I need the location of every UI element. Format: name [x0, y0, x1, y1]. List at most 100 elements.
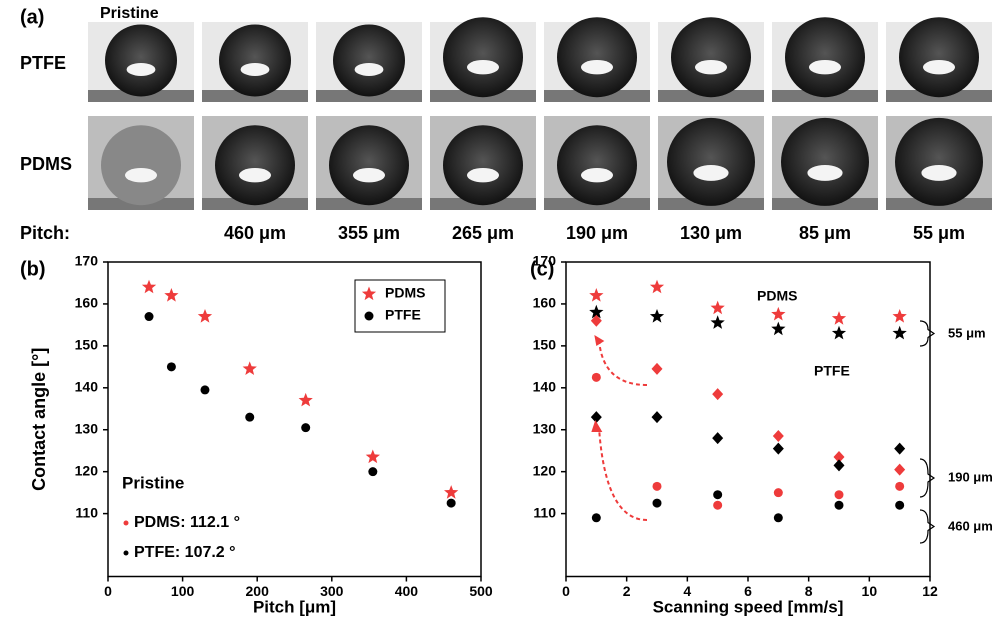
dashed-arrow [598, 431, 648, 521]
bracket [919, 320, 936, 347]
droplet-highlight [353, 168, 385, 183]
x-tick-label: 12 [922, 583, 938, 599]
star-marker [649, 279, 665, 294]
y-tick-label: 170 [75, 253, 99, 269]
y-tick-label: 150 [75, 337, 99, 353]
diamond-marker [590, 314, 602, 327]
droplet-highlight [807, 165, 843, 181]
droplet [671, 17, 751, 98]
droplet [443, 125, 523, 206]
droplet [101, 125, 181, 206]
droplet-highlight [921, 165, 957, 181]
dashed-arrow [598, 342, 648, 386]
diamond-marker [833, 450, 845, 463]
pitch-value: 190 μm [566, 223, 628, 243]
y-tick-label: 140 [75, 379, 99, 395]
droplet-highlight [581, 168, 613, 183]
x-tick-label: 500 [469, 583, 493, 599]
y-tick-label: 130 [75, 420, 99, 436]
circle-marker [368, 467, 378, 477]
x-tick-label: 4 [683, 583, 691, 599]
star-marker [649, 309, 665, 323]
star-marker [444, 485, 459, 499]
circle-marker [834, 490, 844, 500]
droplet [895, 117, 983, 206]
circle-marker [713, 490, 723, 500]
pitch-value: 85 μm [799, 223, 851, 243]
circle-marker [144, 312, 154, 322]
droplet [667, 117, 755, 206]
plot-frame [565, 261, 931, 578]
star-marker [242, 361, 257, 375]
bracket [919, 509, 936, 544]
circle-marker [301, 423, 311, 433]
x-tick-label: 0 [562, 583, 570, 599]
y-tick-label: 130 [533, 420, 557, 436]
y-tick-label: 170 [533, 253, 557, 269]
annotation: 460 μm [948, 518, 993, 533]
circle-marker [834, 500, 844, 510]
star-marker [197, 309, 213, 323]
legend-label: PDMS [385, 285, 425, 301]
annotation: PDMS [757, 288, 797, 304]
droplet [785, 17, 865, 98]
x-axis-label: Scanning speed [mm/s] [653, 597, 844, 616]
arrow-head [591, 420, 603, 432]
droplet-highlight [467, 168, 499, 183]
circle-marker [591, 372, 601, 382]
annotation: 190 μm [948, 469, 993, 484]
y-tick-label: 110 [75, 504, 98, 520]
diamond-marker [833, 459, 845, 472]
circle-marker [895, 481, 905, 491]
diamond-marker [894, 463, 906, 476]
droplet-highlight [125, 168, 157, 183]
circle-marker [364, 311, 374, 321]
diamond-marker [772, 442, 784, 455]
droplet [557, 125, 637, 206]
circle-marker [652, 498, 662, 508]
x-tick-label: 200 [246, 583, 270, 599]
droplet-highlight [240, 63, 270, 76]
star-marker [892, 309, 907, 323]
pitch-value: 460 μm [224, 223, 286, 243]
star-marker [164, 288, 179, 302]
droplet [781, 117, 869, 206]
star-marker [361, 286, 377, 301]
pitch-value: 130 μm [680, 223, 742, 243]
plot-frame [107, 261, 482, 578]
x-tick-label: 10 [862, 583, 878, 599]
diamond-marker [651, 362, 663, 375]
circle-marker [166, 362, 176, 372]
pitch-value: 355 μm [338, 223, 400, 243]
diamond-marker [590, 411, 602, 424]
droplet [443, 17, 523, 98]
star-marker [892, 325, 907, 340]
panel-label: (c) [530, 258, 554, 280]
pitch-label: Pitch: [20, 223, 70, 243]
star-marker [365, 449, 380, 464]
diamond-marker [712, 432, 724, 445]
star-marker [141, 279, 157, 294]
x-tick-label: 6 [744, 583, 752, 599]
y-tick-label: 160 [533, 295, 557, 311]
droplet-highlight [581, 59, 613, 75]
panel-label: (a) [20, 6, 44, 28]
bullet [123, 550, 129, 556]
droplet-highlight [695, 59, 727, 75]
star-marker [771, 321, 786, 336]
droplet-highlight [693, 165, 729, 181]
circle-marker [245, 412, 255, 422]
diamond-marker [772, 430, 784, 443]
circle-marker [200, 385, 210, 395]
x-tick-label: 2 [623, 583, 631, 599]
bullet [123, 520, 129, 526]
droplet [219, 24, 291, 97]
pitch-value: 265 μm [452, 223, 514, 243]
droplet [215, 125, 295, 206]
droplet [557, 17, 637, 98]
circle-marker [713, 500, 723, 510]
y-tick-label: 160 [75, 295, 99, 311]
y-tick-label: 120 [75, 462, 99, 478]
annotation: PDMS: 112.1 ° [134, 514, 240, 531]
